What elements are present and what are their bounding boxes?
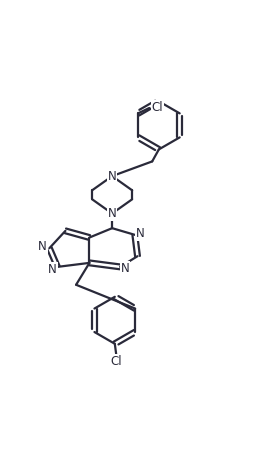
Text: N: N	[108, 170, 116, 183]
Text: N: N	[136, 227, 144, 240]
Text: Cl: Cl	[151, 101, 163, 114]
Text: N: N	[108, 207, 116, 220]
Text: Cl: Cl	[111, 355, 123, 368]
Text: N: N	[121, 262, 129, 275]
Text: N: N	[38, 240, 47, 253]
Text: N: N	[48, 263, 57, 276]
